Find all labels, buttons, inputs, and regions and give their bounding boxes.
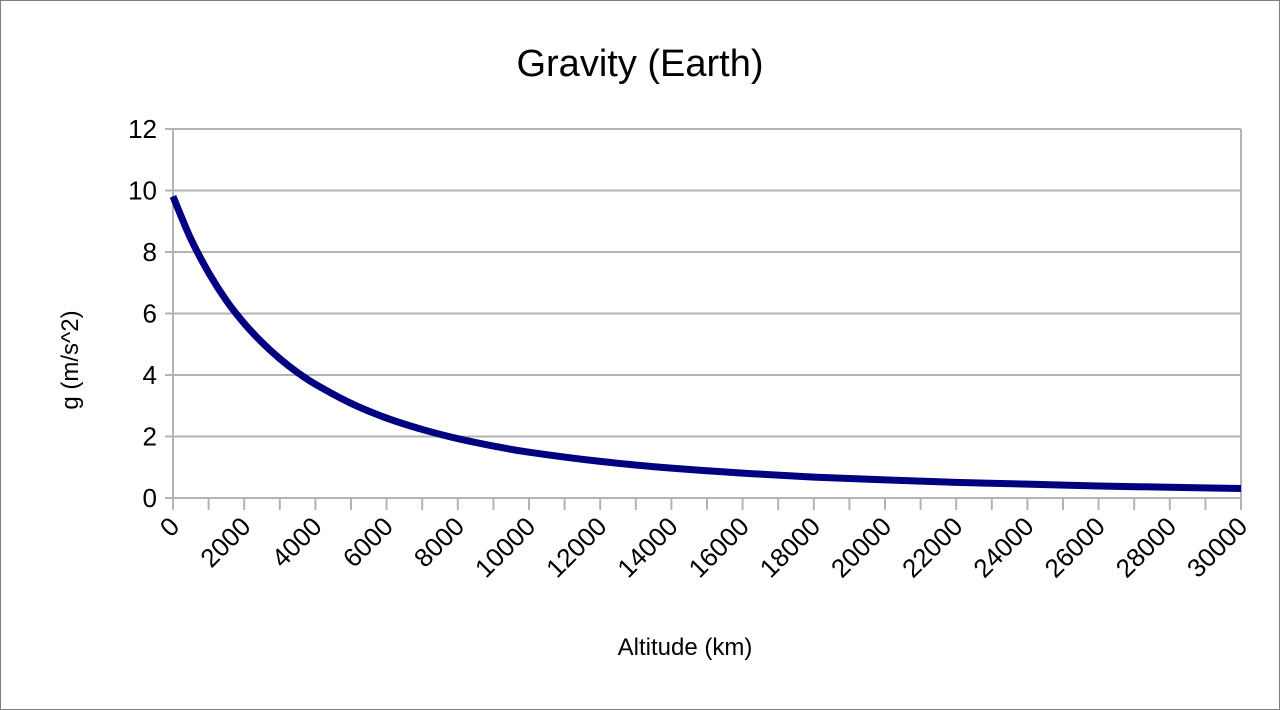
y-tick-label: 12 — [128, 114, 157, 144]
y-axis-label: g (m/s^2) — [57, 310, 84, 409]
series-layer — [169, 194, 1242, 492]
x-tick-label: 16000 — [682, 511, 754, 583]
x-tick-label: 12000 — [540, 511, 612, 583]
chart-title: Gravity (Earth) — [516, 43, 763, 85]
y-tick-label: 8 — [143, 237, 157, 267]
x-tick-label: 30000 — [1181, 511, 1253, 583]
x-tick-label: 8000 — [408, 511, 470, 573]
x-tick-label: 10000 — [469, 511, 541, 583]
axes — [165, 129, 1242, 510]
series-line — [169, 194, 1242, 492]
x-tick-label: 28000 — [1110, 511, 1182, 583]
x-tick-label: 26000 — [1038, 511, 1110, 583]
y-tick-labels: 0 2 4 6 8 10 12 — [128, 114, 157, 513]
x-axis-label: Altitude (km) — [618, 634, 753, 661]
x-tick-label: 24000 — [967, 511, 1039, 583]
x-tick-label: 4000 — [266, 511, 328, 573]
y-tick-label: 10 — [128, 176, 157, 206]
x-tick-label: 2000 — [194, 511, 256, 573]
x-tick-label: 6000 — [337, 511, 399, 573]
y-tick-label: 6 — [143, 299, 157, 329]
x-tick-label: 14000 — [611, 511, 683, 583]
x-tick-label: 20000 — [825, 511, 897, 583]
gridlines — [165, 128, 1241, 499]
x-tick-labels: 0 2000 4000 6000 800010000120001400016000180… — [154, 511, 1253, 583]
y-tick-label: 0 — [143, 483, 157, 513]
y-tick-label: 2 — [143, 422, 157, 452]
x-tick-label: 18000 — [754, 511, 826, 583]
x-tick-label: 0 — [154, 511, 185, 542]
y-tick-label: 4 — [143, 360, 157, 390]
x-tick-label: 22000 — [896, 511, 968, 583]
